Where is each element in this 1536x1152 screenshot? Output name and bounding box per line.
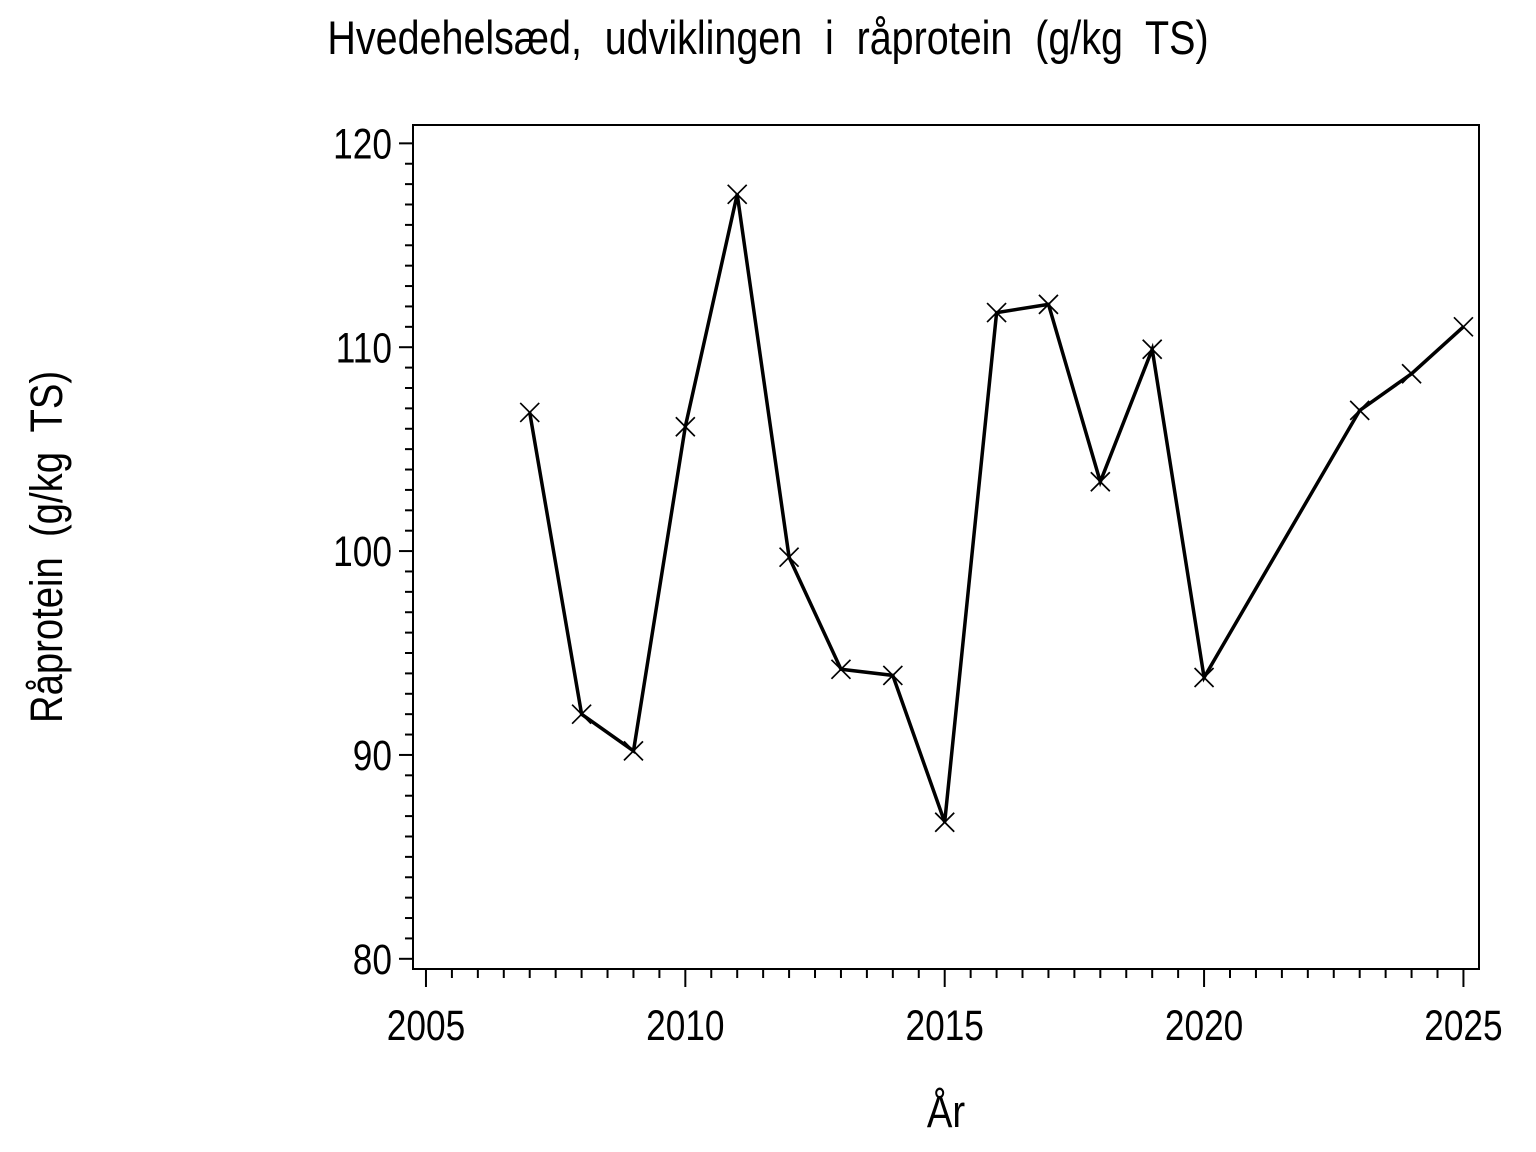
y-tick-label: 120 [333,120,392,168]
marker-stroke [1349,400,1370,421]
data-point-marker [1349,400,1370,421]
data-point-marker [623,740,644,761]
y-axis-tick-labels: 80 90 100 110 120 [333,120,392,984]
x-axis-ticks [424,969,1465,987]
marker-stroke [1453,316,1474,337]
data-point-marker [934,812,955,833]
y-tick-label: 110 [336,324,392,372]
plot-frame [412,124,1480,970]
x-tick-label: 2010 [646,1002,724,1050]
y-tick-label: 100 [333,528,392,576]
chart-title: Hvedehelsæd, udviklingen i råprotein (g/… [327,13,1208,65]
y-axis-ticks [399,142,413,960]
data-point-marker [1090,471,1111,492]
data-point-marker [1193,667,1215,688]
data-point-marker [882,665,903,686]
x-tick-label: 2020 [1165,1002,1243,1050]
data-point-markers [519,184,1474,833]
data-point-marker [778,547,800,568]
data-point-marker [1142,339,1163,360]
y-axis-label: Råprotein (g/kg TS) [21,371,72,723]
marker-stroke [1193,667,1215,688]
data-point-marker [1453,316,1474,337]
data-point-marker [571,704,592,725]
x-axis-tick-labels: 2005 2010 2015 2020 2025 [387,1002,1503,1050]
data-point-marker [675,416,696,437]
data-point-marker [727,184,748,205]
data-point-marker [1038,294,1059,315]
data-point-marker [986,302,1007,323]
y-tick-label: 80 [353,936,392,984]
marker-stroke [778,547,800,568]
marker-stroke [571,704,592,725]
marker-stroke [675,416,696,437]
data-point-marker [1401,363,1422,384]
x-tick-label: 2005 [387,1002,465,1050]
marker-stroke [623,740,644,761]
marker-stroke [830,659,852,680]
data-line [527,193,1465,823]
marker-stroke [519,402,540,423]
marker-stroke [727,184,748,205]
marker-stroke [882,665,903,686]
marker-stroke [1090,471,1111,492]
marker-stroke [1401,363,1422,384]
x-tick-label: 2025 [1424,1002,1502,1050]
marker-stroke [986,302,1007,323]
x-tick-label: 2015 [905,1002,983,1050]
marker-stroke [934,812,955,833]
x-axis-label: År [927,1086,965,1137]
data-point-marker [519,402,540,423]
marker-stroke [1038,294,1059,315]
data-series [527,193,1465,823]
marker-stroke [1142,339,1163,360]
y-tick-label: 90 [353,732,392,780]
data-point-marker [830,659,852,680]
